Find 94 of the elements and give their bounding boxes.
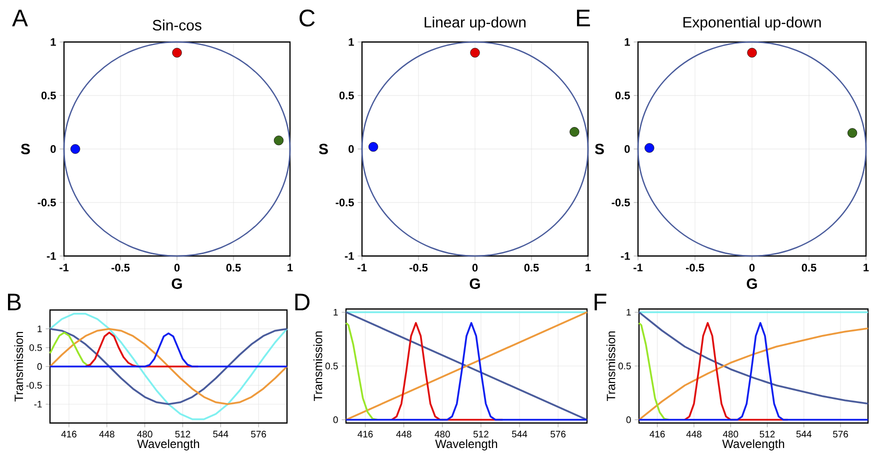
y-axis-title: S bbox=[594, 144, 604, 154]
x-tick-label: 544 bbox=[796, 430, 812, 438]
text: E bbox=[577, 10, 590, 26]
x-tick-label: 416 bbox=[650, 430, 665, 438]
x-tick-label: 480 bbox=[137, 430, 152, 438]
y-tick-label: 0.5 bbox=[29, 344, 42, 352]
y-tick-label: 0 bbox=[333, 416, 338, 424]
x-tick-label: 544 bbox=[213, 430, 228, 438]
point bbox=[848, 128, 858, 138]
y-axis-title: S bbox=[318, 144, 328, 154]
x-tick-label: 416 bbox=[61, 430, 76, 438]
y-tick-label: 1 bbox=[624, 38, 630, 46]
x-tick-label: 448 bbox=[686, 430, 702, 438]
x-tick-label: 576 bbox=[550, 430, 566, 438]
y-tick-label: 1 bbox=[626, 308, 631, 316]
x-axis-title: Wavelength bbox=[435, 439, 498, 450]
y-tick-label: 0 bbox=[624, 145, 630, 153]
y-tick-label: 1 bbox=[50, 38, 56, 46]
x-axis-title: Wavelength bbox=[722, 439, 784, 450]
text: C bbox=[300, 10, 315, 26]
y-tick-label: 0.5 bbox=[618, 362, 631, 370]
y-tick-label: -0.5 bbox=[38, 198, 56, 206]
point bbox=[172, 48, 182, 58]
y-tick-label: 0 bbox=[348, 145, 354, 153]
text: A bbox=[12, 10, 28, 26]
point bbox=[470, 48, 480, 58]
x-tick-label: 448 bbox=[99, 430, 114, 438]
point bbox=[570, 127, 580, 137]
text: D bbox=[295, 294, 310, 310]
x-tick-label: 1 bbox=[288, 264, 293, 272]
x-tick-label: 0.5 bbox=[524, 264, 539, 272]
x-tick-label: -1 bbox=[60, 264, 69, 272]
y-tick-label: 1 bbox=[348, 38, 354, 46]
y-axis-title: Transmission bbox=[606, 331, 616, 402]
chart-title: Sin-cos bbox=[152, 20, 202, 30]
y-tick-label: 0 bbox=[50, 145, 56, 153]
point bbox=[368, 142, 378, 152]
x-tick-label: 1 bbox=[864, 264, 869, 272]
y-tick-label: -0.5 bbox=[26, 382, 42, 389]
y-axis-title: Transmission bbox=[14, 332, 24, 402]
line-series bbox=[49, 312, 288, 420]
x-axis-title: G bbox=[470, 278, 480, 289]
x-tick-label: -1 bbox=[358, 264, 367, 272]
y-tick-label: -0.5 bbox=[336, 198, 354, 206]
x-tick-label: 0.5 bbox=[802, 264, 816, 272]
x-tick-label: 512 bbox=[473, 430, 488, 438]
x-tick-label: 512 bbox=[175, 430, 190, 438]
line-series bbox=[638, 322, 670, 421]
point bbox=[747, 48, 757, 58]
chart-title: Linear up-down bbox=[424, 16, 526, 30]
line-series bbox=[345, 322, 378, 421]
x-tick-label: 0 bbox=[472, 264, 478, 272]
y-tick-label: -1 bbox=[46, 252, 56, 260]
text: F bbox=[594, 294, 606, 310]
x-axis-title: G bbox=[746, 278, 757, 289]
x-tick-label: 480 bbox=[434, 430, 450, 438]
y-tick-label: 0.5 bbox=[325, 362, 338, 370]
y-tick-label: 1 bbox=[38, 326, 42, 332]
x-tick-label: 0.5 bbox=[226, 264, 241, 272]
x-tick-label: 416 bbox=[358, 430, 373, 438]
y-tick-label: 0.5 bbox=[339, 92, 354, 100]
x-axis-title: Wavelength bbox=[137, 439, 200, 450]
x-tick-label: -0.5 bbox=[686, 264, 704, 272]
x-tick-label: 480 bbox=[722, 430, 738, 438]
y-tick-label: 0.5 bbox=[41, 92, 56, 100]
chart-title: Exponential up-down bbox=[683, 16, 821, 30]
y-tick-label: -0.5 bbox=[612, 198, 630, 206]
x-tick-label: 0 bbox=[749, 264, 755, 272]
x-tick-label: 544 bbox=[512, 430, 528, 438]
x-tick-label: 512 bbox=[760, 430, 775, 438]
x-tick-label: 448 bbox=[396, 430, 412, 438]
y-tick-label: 0 bbox=[37, 363, 42, 370]
x-axis-title: G bbox=[172, 278, 182, 289]
point bbox=[644, 143, 654, 153]
x-tick-label: 0 bbox=[174, 264, 180, 272]
y-axis-title: Transmission bbox=[313, 331, 322, 402]
text: B bbox=[8, 294, 21, 310]
x-tick-label: -0.5 bbox=[111, 264, 130, 272]
y-tick-label: -1 bbox=[620, 252, 630, 260]
point bbox=[274, 136, 284, 146]
y-tick-label: -1 bbox=[344, 252, 354, 260]
x-tick-label: -0.5 bbox=[409, 264, 428, 272]
line-series bbox=[49, 332, 288, 368]
y-axis-title: S bbox=[20, 144, 30, 154]
y-tick-label: 0 bbox=[626, 416, 631, 424]
x-tick-label: 576 bbox=[251, 430, 266, 438]
x-tick-label: 1 bbox=[586, 264, 591, 272]
y-tick-label: 0.5 bbox=[615, 92, 630, 100]
y-tick-label: 1 bbox=[334, 308, 338, 316]
x-tick-label: 576 bbox=[833, 430, 848, 438]
x-tick-label: -1 bbox=[634, 264, 643, 272]
point bbox=[70, 144, 80, 154]
y-tick-label: -1 bbox=[34, 400, 42, 408]
line-series bbox=[638, 311, 869, 405]
